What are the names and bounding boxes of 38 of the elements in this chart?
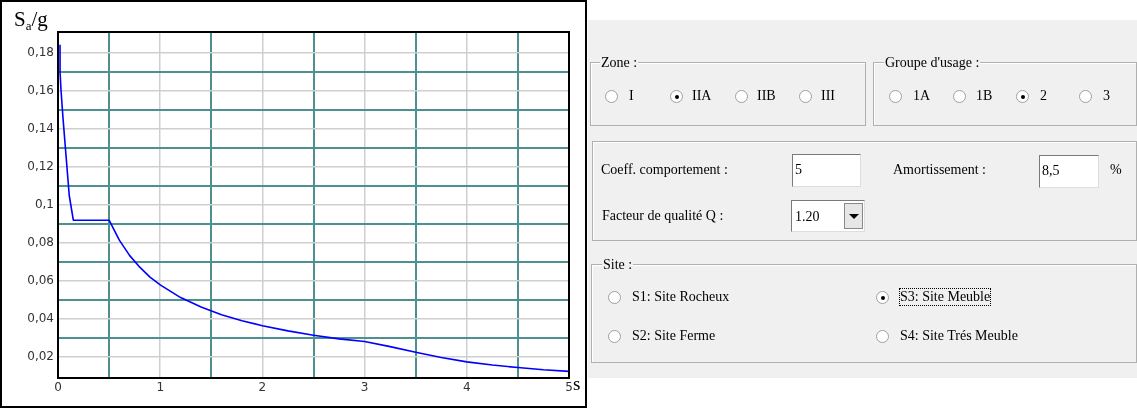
y-tick-label: 0,14: [27, 121, 54, 136]
y-tick-label: 0,04: [27, 311, 54, 326]
y-tick-label: 0,08: [27, 235, 54, 250]
text: 1B: [976, 88, 993, 104]
text: I: [629, 88, 634, 104]
y-tick-label: 0,12: [27, 159, 54, 174]
text: 2: [1040, 88, 1047, 104]
text: Coeff. comportement :: [601, 162, 728, 178]
text: Amortissement :: [893, 162, 986, 178]
text: S4: Site Trés Meuble: [900, 328, 1018, 344]
y-tick-label: 0,16: [27, 83, 54, 98]
text: 8,5: [1042, 163, 1060, 179]
text: IIB: [757, 88, 776, 104]
text: IIA: [692, 88, 712, 104]
y-tick-label: 0,06: [27, 273, 54, 288]
x-tick-label: 5: [565, 380, 573, 395]
x-tick-label: 3: [360, 380, 369, 395]
text: Site :: [602, 257, 634, 273]
y-tick-label: 0,1: [34, 197, 54, 212]
y-tick-label: 0,02: [27, 349, 54, 364]
x-axis-title: s: [573, 373, 581, 394]
text: 1A: [913, 88, 931, 104]
x-tick-label: 2: [258, 380, 267, 395]
x-tick-label: 0: [54, 380, 62, 395]
x-tick-label: 1: [156, 380, 165, 395]
text: Groupe d'usage :: [884, 55, 981, 71]
x-tick-label: 4: [462, 380, 471, 395]
text: %: [1110, 162, 1122, 178]
text: Zone :: [600, 55, 639, 71]
text: S3: Site Meuble: [900, 289, 991, 305]
text: Facteur de qualité Q :: [602, 208, 724, 224]
text: 5: [795, 162, 802, 178]
text: 3: [1103, 88, 1110, 104]
text: 1.20: [795, 209, 820, 225]
text: S1: Site Rocheux: [632, 289, 730, 305]
y-tick-label: 0,18: [27, 45, 54, 60]
text: III: [821, 88, 835, 104]
text: S2: Site Ferme: [632, 328, 716, 344]
